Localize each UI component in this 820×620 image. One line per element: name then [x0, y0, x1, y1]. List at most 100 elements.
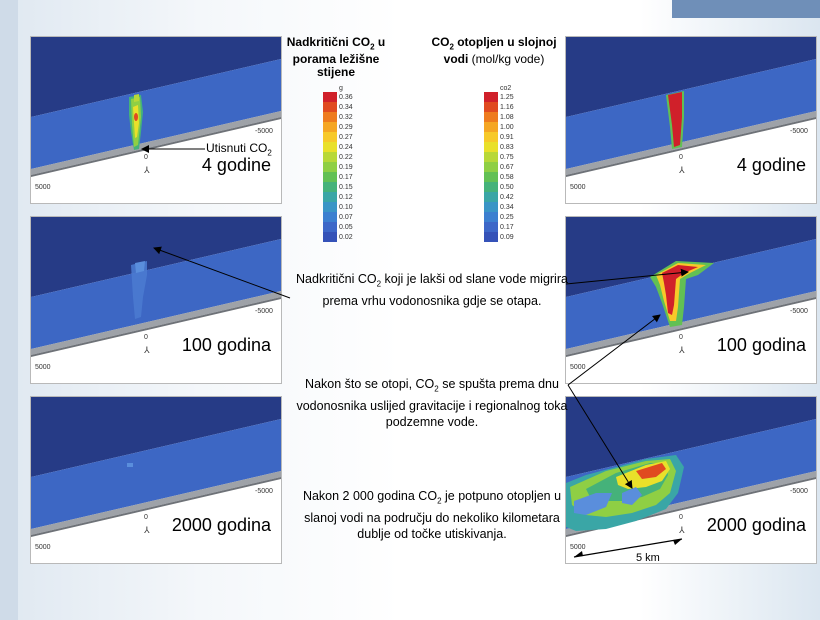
arrow-sinking-100 — [567, 314, 661, 386]
colorbar-tick: 0.67 — [500, 163, 514, 171]
colorbar-tick: 0.22 — [339, 153, 353, 161]
panel-label: 2000 godina — [706, 515, 806, 535]
panel-left-100-years: 0 ⅄ 5000 -5000 100 godina — [30, 216, 282, 384]
scale-label: 5 km — [636, 552, 660, 563]
legend-title-dissolved: CO2 otopljen u slojnoj vodi (mol/kg vode… — [414, 36, 574, 66]
colorbar-tick: 0.50 — [500, 183, 514, 191]
left-margin-bar — [0, 0, 18, 620]
note-text: koji je lakši od slane vode migrira prem… — [322, 272, 568, 308]
colorbar-dissolved — [484, 92, 498, 242]
colorbar-tick: 0.27 — [339, 133, 353, 141]
colorbar-swatch — [484, 92, 498, 102]
colorbar-swatch — [484, 192, 498, 202]
aquifer-section: 0 ⅄ 5000 -5000 — [31, 217, 281, 371]
colorbar-swatch — [323, 122, 337, 132]
axis-label-left: 5000 — [570, 184, 586, 191]
axis-label-right: -5000 — [790, 488, 808, 495]
note-sinking: Nakon što se otopi, CO2 se spušta prema … — [296, 376, 568, 430]
note-text: Nakon što se otopi, CO — [305, 377, 435, 391]
colorbar-swatch — [323, 92, 337, 102]
aquifer-section: 0 ⅄ 5000 -5000 — [566, 37, 816, 191]
colorbar-tick: 0.75 — [500, 153, 514, 161]
colorbar-ticks-dissolved: co2 1.25 1.16 1.08 1.00 0.91 0.83 0.75 0.67 0.58 0… — [500, 85, 514, 243]
legend-title-text: vodi — [443, 52, 469, 67]
arrow-sinking-2000 — [567, 384, 633, 489]
colorbar-tick: 0.36 — [339, 93, 353, 101]
colorbar-swatch — [323, 202, 337, 212]
note-text: je potpuno otopljen u slanoj vodi na pod… — [304, 489, 562, 541]
colorbar-swatch — [484, 162, 498, 172]
legend-title-sub: 2 — [370, 42, 375, 52]
scale-bar — [573, 538, 683, 558]
colorbar-tick: 0.17 — [500, 223, 514, 231]
colorbar-tick: 1.00 — [500, 123, 514, 131]
colorbar-tick: 1.08 — [500, 113, 514, 121]
colorbar-tick: 0.17 — [339, 173, 353, 181]
colorbar-tick: 0.09 — [500, 233, 514, 241]
svg-text:0: 0 — [144, 334, 148, 341]
note-text: Nakon 2 000 godina CO — [302, 489, 438, 503]
legend-title-text: otopljen u slojnoj — [453, 35, 557, 49]
colorbar-tick: 0.25 — [500, 213, 514, 221]
legend-title-supercritical: Nadkritični CO2 u porama ležišne stijene — [282, 36, 390, 79]
svg-text:0: 0 — [144, 154, 148, 161]
panel-label: 100 godina — [181, 335, 271, 355]
colorbar-tick: 0.07 — [339, 213, 353, 221]
colorbar-swatch — [484, 152, 498, 162]
aquifer-section: 0 ⅄ 5000 -5000 5 km — [566, 397, 816, 563]
colorbar-swatch — [484, 102, 498, 112]
axis-label-right: -5000 — [255, 128, 273, 135]
colorbar-swatch — [484, 132, 498, 142]
legend-title-text: porama ležišne — [292, 52, 380, 67]
colorbar-swatch — [323, 132, 337, 142]
svg-text:0: 0 — [679, 334, 683, 341]
axis-label-left: 5000 — [570, 544, 586, 551]
colorbar-swatch — [484, 112, 498, 122]
colorbar-tick: 0.15 — [339, 183, 353, 191]
colorbar-swatch — [484, 182, 498, 192]
colorbar-swatch — [323, 212, 337, 222]
panel-left-2000-years: 0 ⅄ 5000 -5000 2000 godina — [30, 396, 282, 564]
arrow-supercritical-migration — [153, 246, 291, 299]
colorbar-swatch — [484, 122, 498, 132]
colorbar-unit: co2 — [500, 85, 512, 92]
note-dissolved: Nakon 2 000 godina CO2 je potpuno otoplj… — [292, 488, 572, 542]
colorbar-swatch — [323, 192, 337, 202]
legend-title-sub: 2 — [449, 42, 454, 52]
top-right-tab — [672, 0, 820, 18]
aquifer-section: 0 ⅄ 5000 -5000 — [31, 37, 281, 191]
colorbar-unit: g — [339, 85, 343, 92]
note-migration: Nadkritični CO2 koji je lakši od slane v… — [292, 271, 572, 309]
colorbar-tick: 0.02 — [339, 233, 353, 241]
svg-text:⅄: ⅄ — [678, 166, 685, 176]
colorbar-ticks-supercritical: g 0.36 0.34 0.32 0.29 0.27 0.24 0.22 0.19 0.17 0.1… — [339, 85, 353, 243]
svg-text:⅄: ⅄ — [143, 526, 150, 536]
colorbar-tick: 0.42 — [500, 193, 514, 201]
colorbar-swatch — [484, 232, 498, 242]
colorbar-swatch — [323, 182, 337, 192]
colorbar-tick: 0.83 — [500, 143, 514, 151]
colorbar-swatch — [323, 112, 337, 122]
legend-title-text: CO — [431, 35, 450, 49]
legend-title-text: (mol/kg vode) — [468, 52, 545, 67]
note-sub: 2 — [437, 496, 442, 506]
svg-text:⅄: ⅄ — [678, 346, 685, 356]
colorbar-tick: 0.12 — [339, 193, 353, 201]
axis-label-left: 5000 — [35, 184, 51, 191]
panel-label: 100 godina — [716, 335, 806, 355]
legend-title-text: Nadkritični CO — [286, 35, 371, 49]
aquifer-section: 0 ⅄ 5000 -5000 — [566, 217, 816, 371]
axis-label-left: 5000 — [35, 364, 51, 371]
svg-text:0: 0 — [144, 514, 148, 521]
svg-text:⅄: ⅄ — [143, 166, 150, 176]
colorbar-tick: 0.91 — [500, 133, 514, 141]
axis-label-left: 5000 — [570, 364, 586, 371]
colorbar-swatch — [484, 142, 498, 152]
panel-label: 4 godine — [736, 155, 806, 175]
svg-text:⅄: ⅄ — [678, 526, 685, 536]
annotation-injected-co2: Utisnuti CO2 — [206, 141, 272, 158]
note-sub: 2 — [376, 279, 382, 289]
colorbar-swatch — [323, 162, 337, 172]
annotation-text: Utisnuti CO — [206, 141, 268, 155]
